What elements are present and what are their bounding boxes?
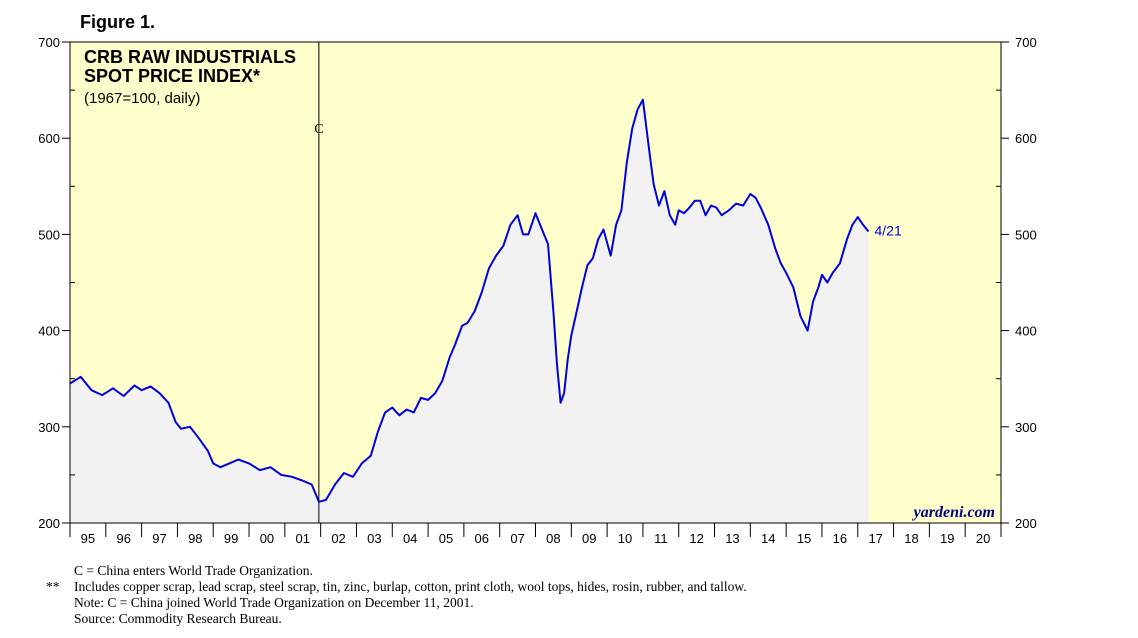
y-tick-label-right: 300 — [1015, 420, 1037, 435]
y-tick-label-left: 400 — [38, 324, 60, 339]
y-tick-label-left: 200 — [38, 516, 60, 531]
x-tick-label: 05 — [439, 531, 453, 546]
x-tick-label: 02 — [331, 531, 345, 546]
footnote-2-marker: ** — [46, 579, 60, 594]
x-tick-label: 11 — [654, 531, 668, 546]
y-tick-label-right: 200 — [1015, 516, 1037, 531]
x-tick-label: 19 — [940, 531, 954, 546]
footnote-4-text: Source: Commodity Research Bureau. — [74, 611, 282, 626]
x-tick-label: 97 — [152, 531, 166, 546]
x-tick-label: 06 — [475, 531, 489, 546]
x-tick-label: 08 — [546, 531, 560, 546]
x-tick-label: 04 — [403, 531, 417, 546]
x-tick-label: 10 — [618, 531, 632, 546]
x-tick-label: 00 — [260, 531, 274, 546]
x-tick-label: 99 — [224, 531, 238, 546]
x-tick-label: 03 — [367, 531, 381, 546]
x-tick-label: 98 — [188, 531, 202, 546]
figure-label: Figure 1. — [80, 12, 156, 32]
footnote-2: ** Includes copper scrap, lead scrap, ste… — [46, 579, 747, 595]
x-tick-label: 18 — [904, 531, 918, 546]
x-tick-label: 01 — [296, 531, 310, 546]
area-fill — [70, 99, 869, 523]
x-tick-label: 20 — [976, 531, 990, 546]
chart-subtitle: SPOT PRICE INDEX* — [84, 66, 260, 86]
event-marker-label: C — [314, 122, 323, 137]
watermark: yardeni.com — [912, 504, 995, 521]
footnote-4: Source: Commodity Research Bureau. — [46, 611, 747, 627]
footnotes: C = China enters World Trade Organizatio… — [46, 563, 747, 627]
y-tick-label-right: 700 — [1015, 35, 1037, 50]
y-tick-label-left: 300 — [38, 420, 60, 435]
x-tick-label: 07 — [510, 531, 524, 546]
x-tick-label: 15 — [797, 531, 811, 546]
footnote-2-text: Includes copper scrap, lead scrap, steel… — [74, 579, 747, 594]
y-tick-label-right: 400 — [1015, 324, 1037, 339]
series-line — [69, 98, 870, 503]
footnote-3-text: Note: C = China joined World Trade Organ… — [74, 595, 474, 610]
x-tick-label: 14 — [761, 531, 775, 546]
y-tick-label-left: 600 — [38, 131, 60, 146]
y-tick-label-right: 600 — [1015, 131, 1037, 146]
footnote-1-text: C = China enters World Trade Organizatio… — [74, 563, 313, 578]
y-tick-label-left: 500 — [38, 227, 60, 242]
footnote-1: C = China enters World Trade Organizatio… — [46, 563, 747, 579]
y-tick-label-right: 500 — [1015, 227, 1037, 242]
chart-title: CRB RAW INDUSTRIALS — [84, 47, 296, 67]
x-tick-label: 17 — [868, 531, 882, 546]
footnote-3: Note: C = China joined World Trade Organ… — [46, 595, 747, 611]
x-tick-label: 13 — [725, 531, 739, 546]
x-tick-label: 09 — [582, 531, 596, 546]
y-tick-label-left: 700 — [38, 35, 60, 50]
x-tick-label: 96 — [116, 531, 130, 546]
x-tick-label: 95 — [81, 531, 95, 546]
x-tick-label: 12 — [689, 531, 703, 546]
last-point-label: 4/21 — [875, 223, 902, 239]
x-tick-label: 16 — [833, 531, 847, 546]
chart-units: (1967=100, daily) — [84, 90, 200, 107]
